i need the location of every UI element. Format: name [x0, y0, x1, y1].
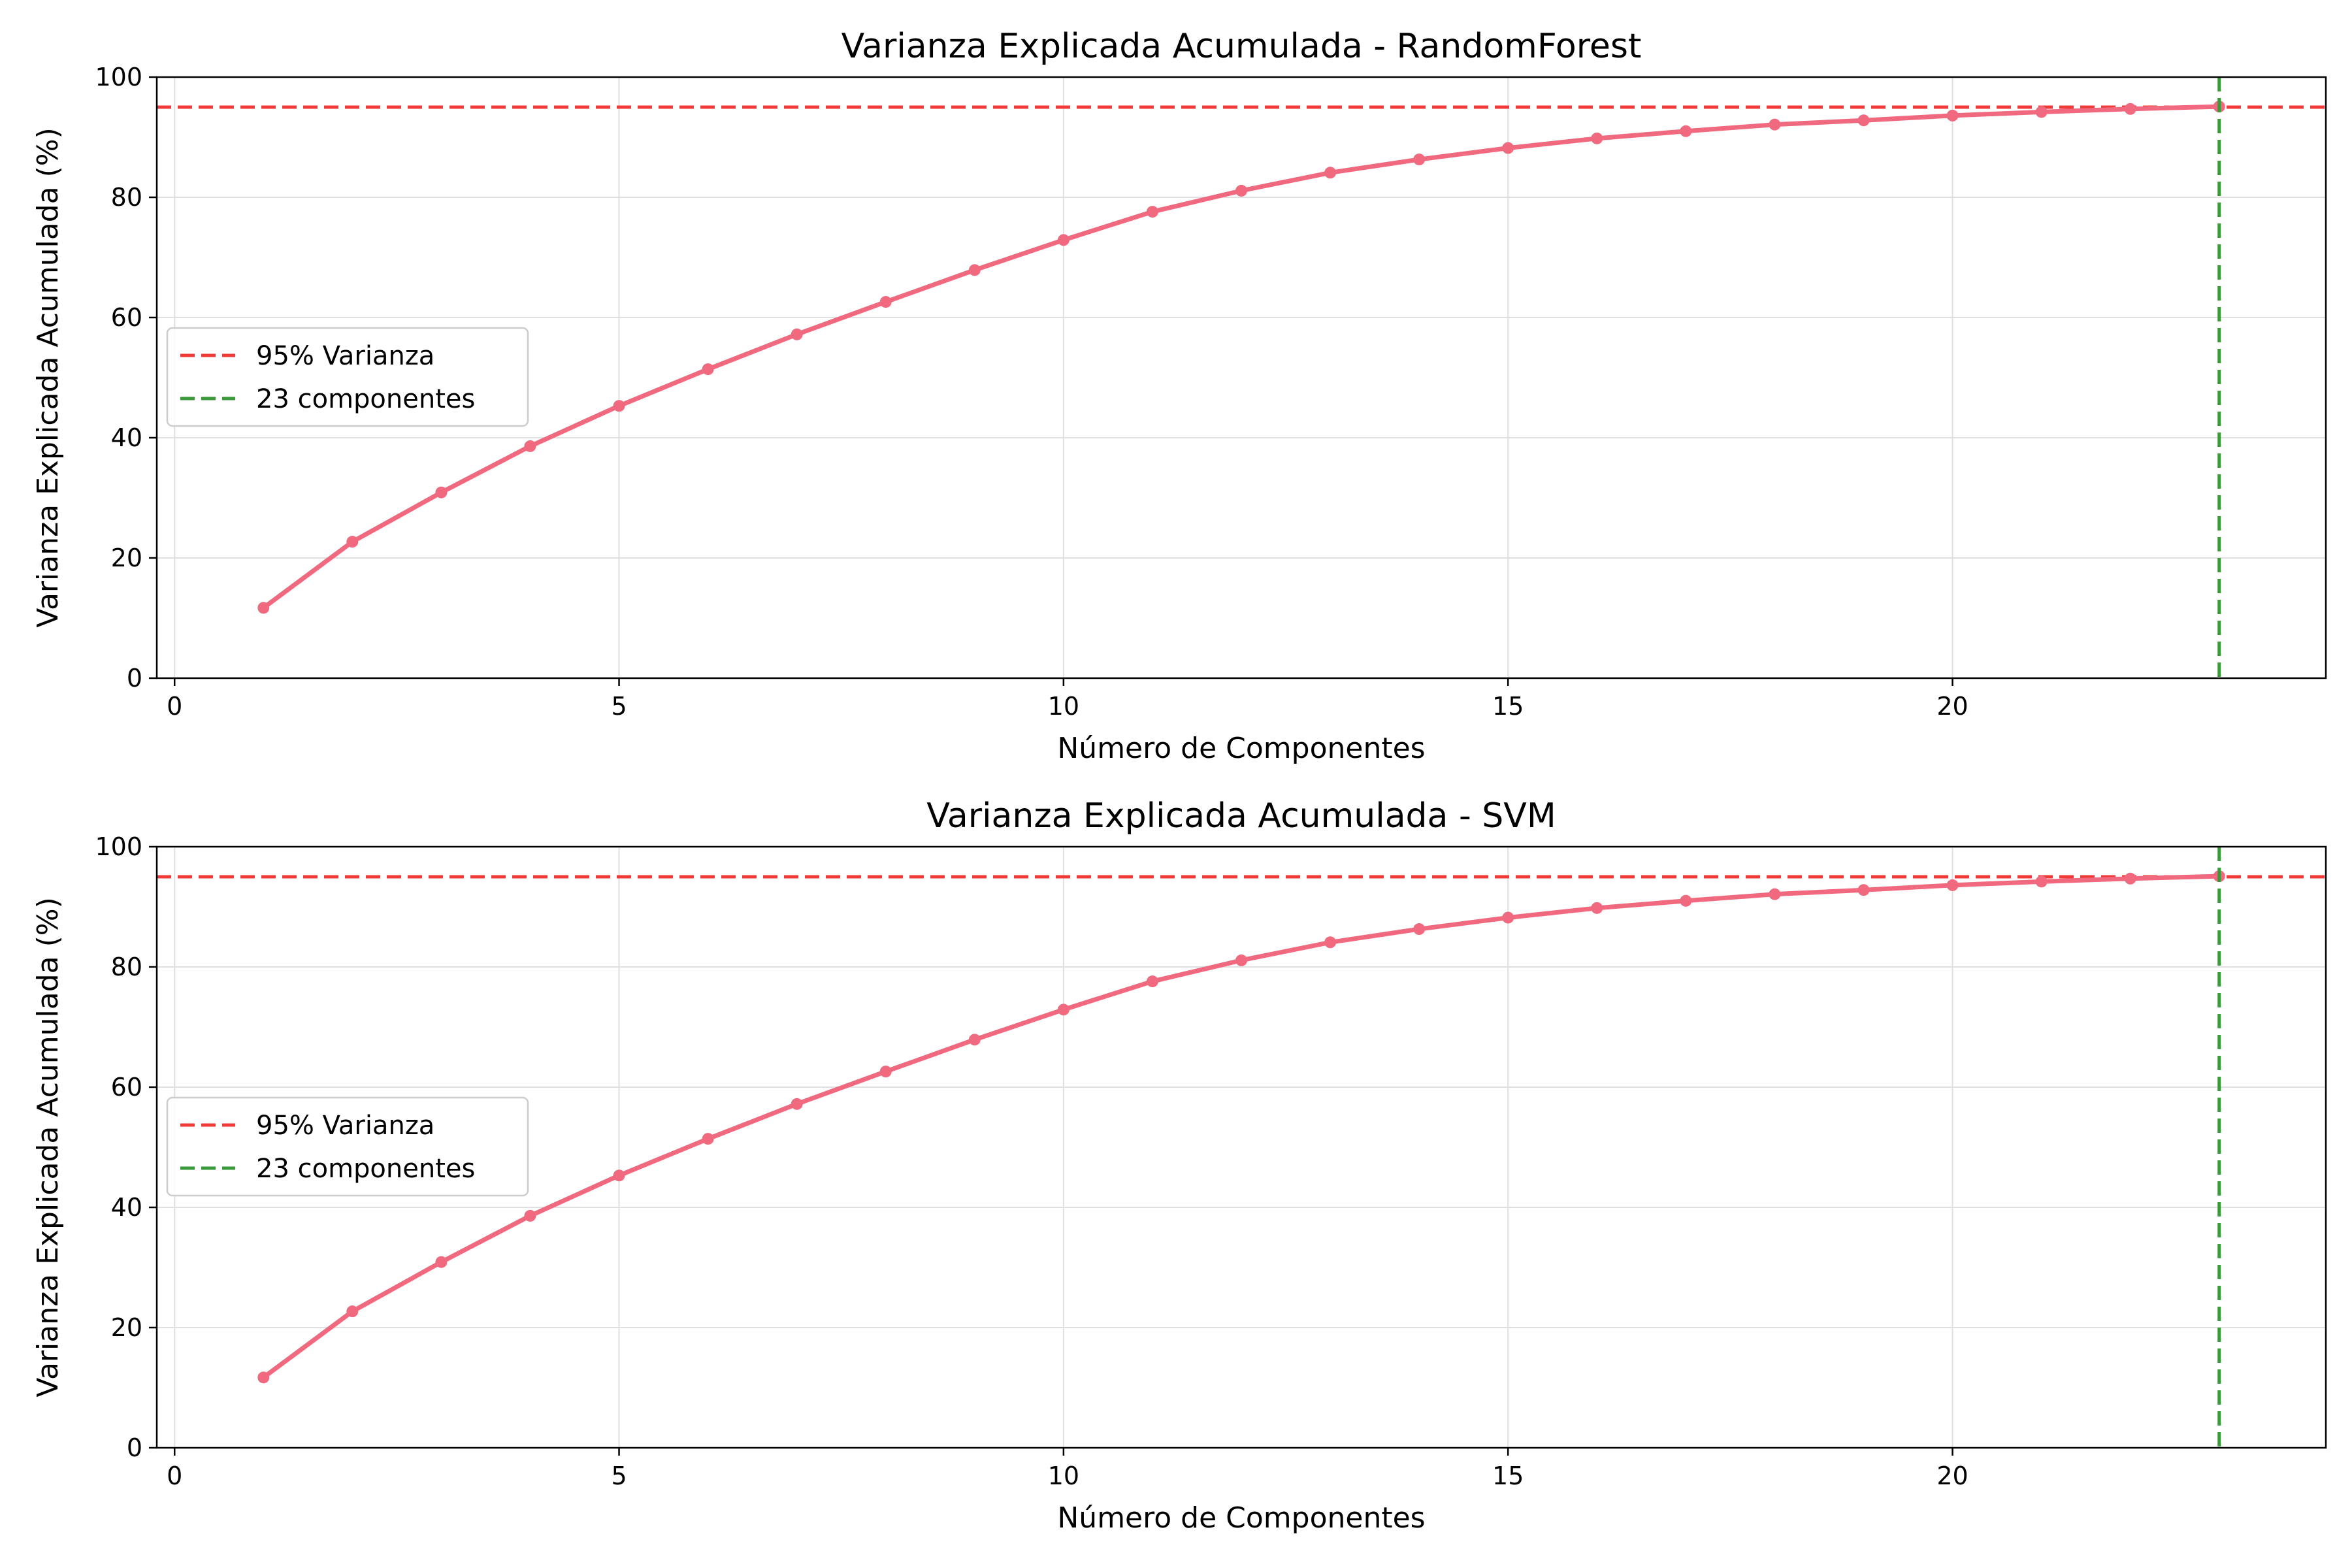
x-tick-label: 20	[1936, 1462, 1968, 1490]
data-point	[1235, 954, 1247, 966]
y-tick-label: 40	[111, 1193, 142, 1222]
data-point	[1769, 118, 1781, 131]
y-tick-label: 60	[111, 1073, 142, 1102]
cumulative-variance-line	[261, 104, 2222, 610]
data-point	[1502, 142, 1514, 154]
y-tick-label: 20	[111, 1313, 142, 1342]
y-axis-label: Varianza Explicada Acumulada (%)	[31, 127, 65, 627]
x-tick-label: 5	[611, 692, 627, 721]
data-point	[968, 1034, 981, 1046]
data-point	[257, 1371, 270, 1384]
y-tick-label: 60	[111, 303, 142, 332]
x-tick-label: 5	[611, 1462, 627, 1490]
cumulative-variance-line	[261, 874, 2222, 1380]
y-tick-label: 80	[111, 183, 142, 212]
chart-title: Varianza Explicada Acumulada - SVM	[926, 796, 1556, 836]
chart-title: Varianza Explicada Acumulada - RandomFor…	[841, 27, 1642, 66]
chart-2: 0 5 10 15 20 0 20 40 60 80 100 Varianza Explicada A…	[31, 796, 2327, 1535]
data-point	[1146, 206, 1158, 218]
data-point	[879, 296, 892, 308]
x-axis-label: Número de Componentes	[1057, 732, 1425, 765]
data-point	[791, 328, 803, 340]
legend: 95% Varianza 23 componentes	[166, 1096, 529, 1197]
data-point	[1324, 936, 1337, 949]
data-point	[1857, 884, 1870, 896]
data-point	[435, 486, 448, 498]
legend-components-label: 23 componentes	[256, 384, 475, 414]
y-tick-label: 40	[111, 423, 142, 452]
legend-components-label: 23 componentes	[256, 1154, 475, 1184]
data-point	[2124, 103, 2136, 115]
data-point	[1057, 1004, 1070, 1016]
data-point	[1857, 114, 1870, 127]
data-point	[1324, 167, 1337, 179]
x-tick-label: 15	[1492, 692, 1524, 721]
data-point	[435, 1256, 448, 1268]
chart-1: 0 5 10 15 20 0 20 40 60 80 100 Varianza Explicada A…	[31, 27, 2327, 765]
data-point	[1146, 975, 1158, 988]
data-point	[524, 1209, 536, 1222]
x-tick-label: 15	[1492, 1462, 1524, 1490]
data-point	[1235, 184, 1247, 197]
y-tick-label: 100	[95, 63, 142, 91]
data-point	[702, 1133, 714, 1145]
data-point	[879, 1066, 892, 1078]
data-point	[1591, 132, 1603, 144]
data-point	[2124, 872, 2136, 885]
x-tick-label: 0	[167, 1462, 182, 1490]
y-tick-label: 0	[127, 664, 142, 693]
data-point	[613, 400, 625, 412]
x-tick-label: 10	[1048, 1462, 1079, 1490]
x-tick-label: 20	[1936, 692, 1968, 721]
data-point	[2035, 875, 2048, 888]
plot-frame	[155, 845, 2327, 1449]
data-point	[1680, 894, 1692, 907]
data-point	[1502, 911, 1514, 924]
legend-box	[166, 327, 529, 427]
data-point	[702, 363, 714, 376]
data-point	[1591, 902, 1603, 914]
data-point	[2035, 106, 2048, 118]
x-tick-label: 0	[167, 692, 182, 721]
y-axis-label: Varianza Explicada Acumulada (%)	[31, 897, 65, 1397]
data-point	[346, 1305, 359, 1318]
y-tick-label: 0	[127, 1433, 142, 1462]
data-point	[1057, 234, 1070, 246]
plot-frame	[155, 76, 2327, 679]
y-tick-label: 20	[111, 544, 142, 572]
data-point	[1946, 109, 1959, 122]
data-point	[1946, 879, 1959, 891]
legend: 95% Varianza 23 componentes	[166, 327, 529, 427]
data-point	[613, 1169, 625, 1182]
x-axis-label: Número de Componentes	[1057, 1501, 1425, 1535]
y-tick-label: 80	[111, 953, 142, 981]
y-tick-label: 100	[95, 832, 142, 861]
data-point	[1769, 888, 1781, 900]
data-point	[1680, 125, 1692, 137]
x-tick-label: 10	[1048, 692, 1079, 721]
data-point	[524, 440, 536, 452]
data-point	[1413, 154, 1426, 166]
data-point	[791, 1098, 803, 1110]
legend-threshold-label: 95% Varianza	[256, 341, 434, 371]
data-point	[346, 536, 359, 548]
data-point	[968, 264, 981, 276]
data-point	[1413, 923, 1426, 936]
legend-threshold-label: 95% Varianza	[256, 1111, 434, 1141]
data-point	[257, 602, 270, 614]
legend-box	[166, 1096, 529, 1197]
